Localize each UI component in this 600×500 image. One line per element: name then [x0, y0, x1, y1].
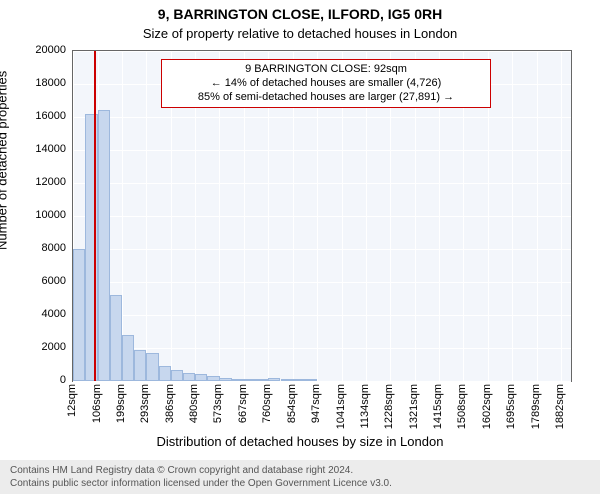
x-tick-label: 1602sqm	[487, 339, 499, 384]
gridline	[73, 51, 571, 52]
y-tick-label: 12000	[35, 176, 66, 188]
x-tick-label: 1228sqm	[389, 339, 401, 384]
x-tick-label: 854sqm	[292, 345, 304, 384]
y-tick-label: 8000	[42, 242, 66, 254]
x-tick-label: 573sqm	[218, 345, 230, 384]
chart-title-secondary: Size of property relative to detached ho…	[0, 26, 600, 41]
x-tick-label: 106sqm	[97, 345, 109, 384]
annotation-line: ← 14% of detached houses are smaller (4,…	[168, 77, 484, 91]
x-tick-label: 199sqm	[121, 345, 133, 384]
annotation-box: 9 BARRINGTON CLOSE: 92sqm← 14% of detach…	[161, 59, 491, 108]
gridline	[146, 51, 147, 381]
gridline	[512, 51, 513, 381]
annotation-line: 85% of semi-detached houses are larger (…	[168, 91, 484, 105]
x-tick-label: 947sqm	[316, 345, 328, 384]
y-tick-label: 2000	[42, 341, 66, 353]
gridline	[73, 150, 571, 151]
x-tick-label: 1695sqm	[511, 339, 523, 384]
plot-area: 9 BARRINGTON CLOSE: 92sqm← 14% of detach…	[72, 50, 572, 382]
annotation-line: 9 BARRINGTON CLOSE: 92sqm	[168, 63, 484, 77]
x-tick-label: 12sqm	[72, 351, 84, 384]
y-tick-label: 18000	[35, 77, 66, 89]
x-tick-label: 480sqm	[194, 345, 206, 384]
x-tick-label: 1134sqm	[365, 340, 377, 384]
y-tick-label: 14000	[35, 143, 66, 155]
x-tick-label: 1789sqm	[536, 339, 548, 384]
x-tick-label: 1041sqm	[341, 339, 353, 384]
footer-line-1: Contains HM Land Registry data © Crown c…	[10, 464, 590, 477]
x-tick-label: 1882sqm	[560, 339, 572, 384]
x-tick-label: 386sqm	[170, 345, 182, 384]
gridline	[561, 51, 562, 381]
x-tick-label: 1321sqm	[414, 339, 426, 384]
x-tick-label: 760sqm	[267, 345, 279, 384]
y-tick-label: 20000	[35, 44, 66, 56]
gridline	[73, 117, 571, 118]
gridline	[73, 282, 571, 283]
x-tick-label: 293sqm	[145, 345, 157, 384]
gridline	[73, 249, 571, 250]
chart-title-primary: 9, BARRINGTON CLOSE, ILFORD, IG5 0RH	[0, 6, 600, 22]
histogram-bar	[281, 379, 293, 381]
y-tick-label: 6000	[42, 275, 66, 287]
x-tick-label: 1508sqm	[462, 339, 474, 384]
gridline	[73, 216, 571, 217]
attribution-footer: Contains HM Land Registry data © Crown c…	[0, 460, 600, 494]
reference-marker	[94, 51, 96, 381]
y-tick-label: 10000	[35, 209, 66, 221]
x-tick-label: 667sqm	[243, 345, 255, 384]
y-axis-label: Number of detached properties	[0, 71, 10, 250]
footer-line-2: Contains public sector information licen…	[10, 477, 590, 490]
gridline	[73, 315, 571, 316]
gridline	[537, 51, 538, 381]
histogram-bar	[98, 110, 110, 381]
y-tick-label: 16000	[35, 110, 66, 122]
x-tick-label: 1415sqm	[438, 339, 450, 384]
y-tick-label: 4000	[42, 308, 66, 320]
x-axis-label: Distribution of detached houses by size …	[0, 434, 600, 449]
gridline	[73, 183, 571, 184]
